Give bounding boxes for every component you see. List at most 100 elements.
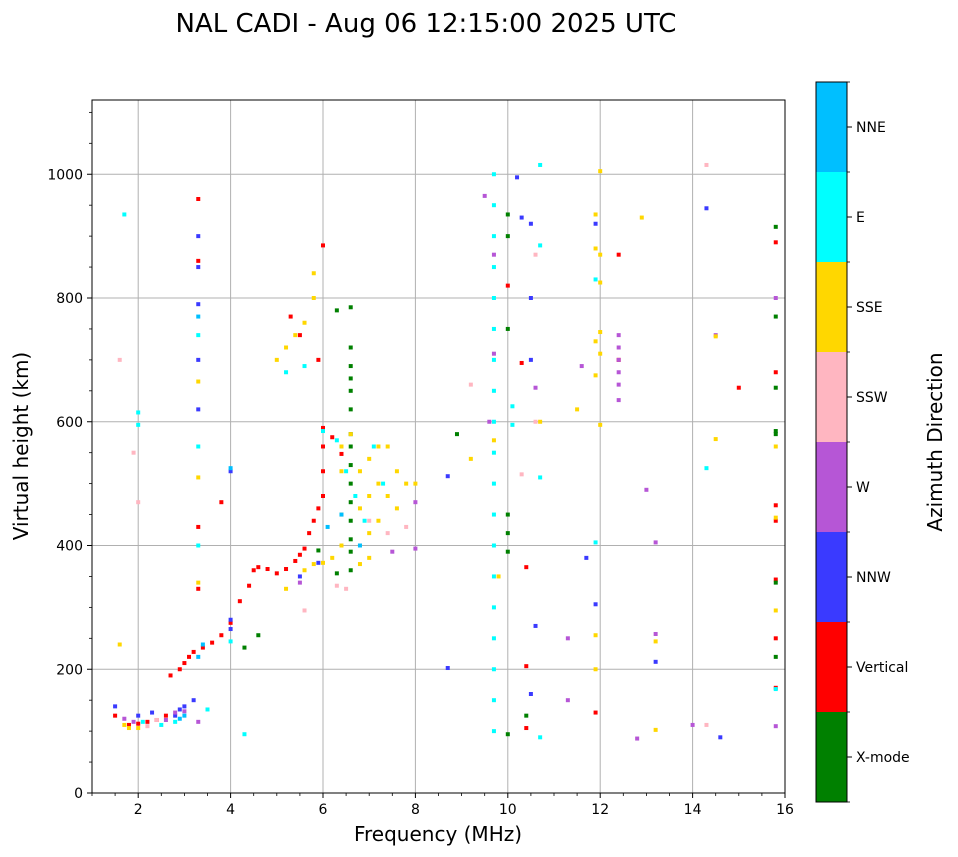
- point-x-mode: [242, 645, 247, 650]
- point-vertical: [200, 645, 205, 650]
- point-x-mode: [348, 537, 353, 542]
- point-e: [491, 172, 496, 177]
- point-x-mode: [348, 407, 353, 412]
- point-e: [344, 469, 349, 474]
- point-ssw: [704, 162, 709, 167]
- point-vertical: [145, 719, 150, 724]
- point-w: [616, 345, 621, 350]
- point-sse: [404, 481, 409, 486]
- point-ssw: [533, 419, 538, 424]
- point-w: [616, 357, 621, 362]
- point-nnw: [718, 735, 723, 740]
- point-vertical: [773, 370, 778, 375]
- point-nnw: [196, 234, 201, 239]
- point-nnw: [196, 302, 201, 307]
- point-w: [173, 710, 178, 715]
- point-sse: [376, 518, 381, 523]
- point-sse: [330, 555, 335, 560]
- point-nnw: [528, 692, 533, 696]
- point-sse: [367, 531, 372, 536]
- point-nnw: [445, 474, 450, 479]
- point-x-mode: [773, 432, 778, 437]
- point-e: [704, 466, 709, 471]
- point-sse: [136, 726, 141, 731]
- point-sse: [302, 568, 307, 573]
- point-x-mode: [348, 549, 353, 554]
- point-vertical: [773, 518, 778, 523]
- point-x-mode: [505, 732, 510, 737]
- point-e: [593, 277, 598, 282]
- point-sse: [122, 722, 127, 727]
- point-sse: [339, 543, 344, 548]
- point-e: [491, 326, 496, 331]
- point-sse: [311, 271, 316, 276]
- x-tick-label: 12: [591, 802, 609, 818]
- point-sse: [348, 432, 353, 437]
- point-e: [302, 364, 307, 369]
- point-w: [565, 698, 570, 703]
- point-sse: [598, 422, 603, 427]
- point-vertical: [251, 568, 256, 573]
- point-x-mode: [348, 481, 353, 486]
- data-marks: [113, 162, 778, 741]
- colorbar-segment: [816, 352, 847, 442]
- point-vertical: [191, 649, 196, 654]
- point-ssw: [533, 252, 538, 257]
- point-vertical: [237, 599, 242, 604]
- point-x-mode: [773, 385, 778, 390]
- point-sse: [653, 639, 658, 644]
- colorbar-segment: [816, 82, 847, 172]
- point-sse: [385, 494, 390, 498]
- point-sse: [196, 580, 201, 585]
- point-x-mode: [505, 234, 510, 239]
- point-vertical: [274, 571, 279, 576]
- point-e: [491, 357, 496, 362]
- point-x-mode: [773, 314, 778, 319]
- point-e: [510, 422, 515, 427]
- point-e: [381, 481, 386, 486]
- point-nne: [228, 466, 233, 471]
- point-nnw: [177, 707, 182, 712]
- point-e: [491, 296, 496, 300]
- y-tick-label: 600: [56, 415, 83, 431]
- colorbar-label-item: E: [856, 210, 865, 226]
- point-e: [205, 707, 210, 712]
- point-e: [491, 512, 496, 517]
- point-vertical: [187, 654, 192, 659]
- point-e: [491, 450, 496, 455]
- point-nne: [357, 543, 362, 548]
- point-vertical: [219, 633, 224, 638]
- point-vertical: [219, 500, 224, 505]
- point-nnw: [515, 175, 520, 180]
- point-nnw: [228, 469, 233, 474]
- point-sse: [196, 475, 201, 480]
- point-w: [653, 540, 658, 545]
- point-sse: [367, 456, 372, 461]
- point-x-mode: [348, 518, 353, 523]
- point-e: [491, 203, 496, 208]
- point-sse: [117, 642, 122, 647]
- point-sse: [639, 215, 644, 220]
- point-x-mode: [505, 512, 510, 517]
- point-ssw: [334, 583, 339, 588]
- colorbar-segment: [816, 442, 847, 532]
- point-sse: [593, 373, 598, 378]
- point-ssw: [154, 717, 159, 722]
- point-x-mode: [348, 500, 353, 505]
- point-e: [334, 438, 339, 443]
- point-x-mode: [524, 713, 529, 718]
- point-nne: [325, 524, 330, 529]
- point-x-mode: [348, 345, 353, 350]
- point-nnw: [173, 713, 178, 718]
- colorbar-segment: [816, 532, 847, 622]
- point-sse: [293, 333, 298, 338]
- colorbar-segment: [816, 712, 847, 802]
- point-sse: [357, 506, 362, 511]
- point-e: [593, 540, 598, 545]
- point-sse: [468, 456, 473, 461]
- point-nnw: [528, 221, 533, 226]
- point-vertical: [321, 494, 325, 498]
- point-e: [491, 543, 496, 548]
- y-axis-ticks: 0 200 400 600 800 1000: [47, 111, 92, 802]
